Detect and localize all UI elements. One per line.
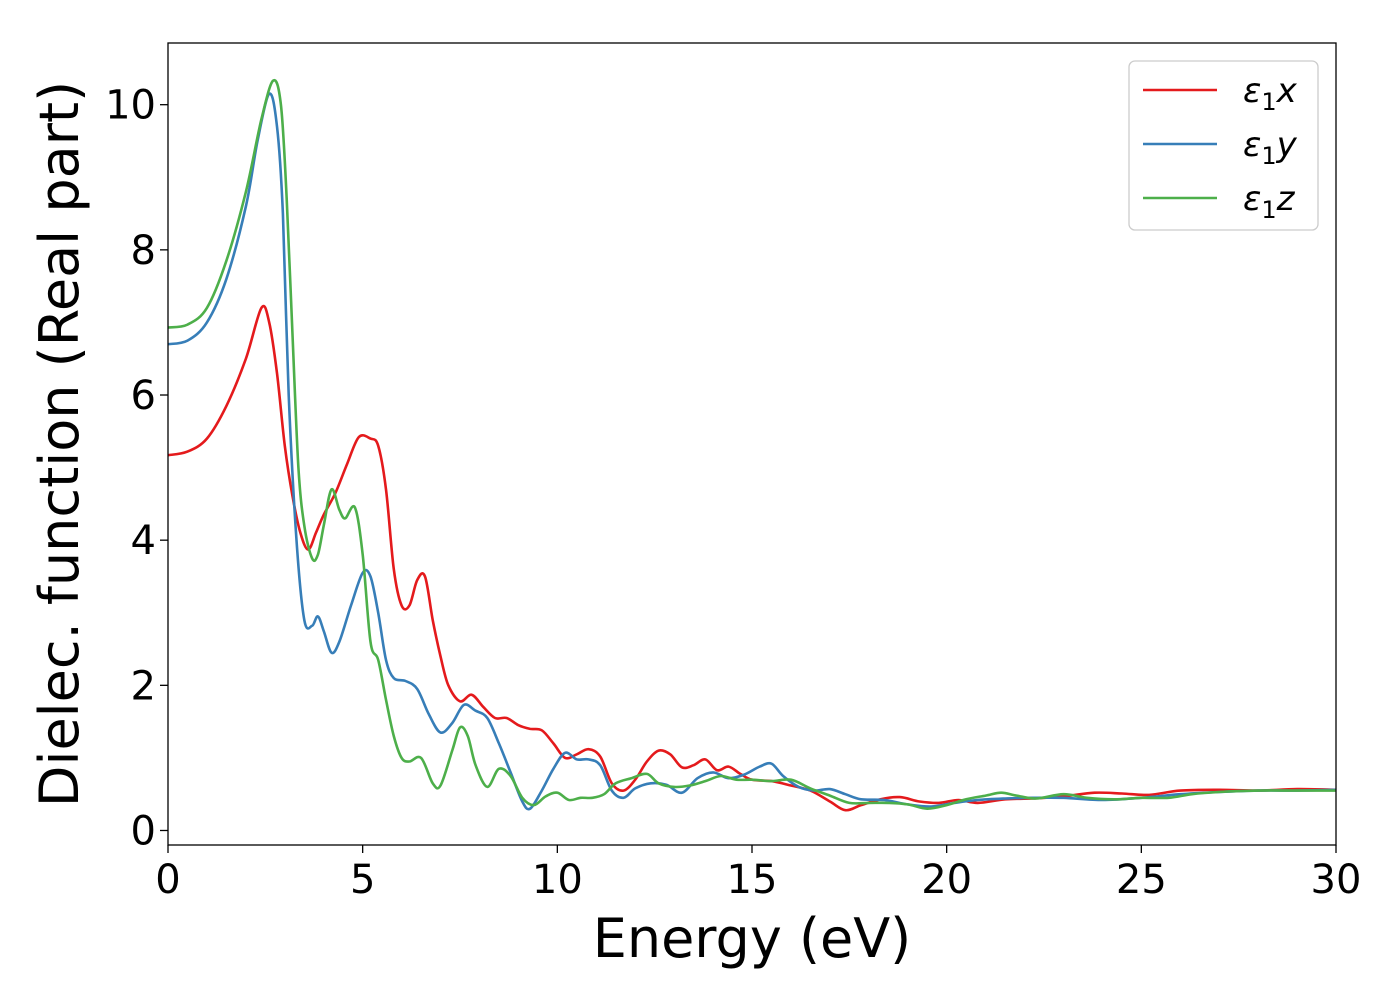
ticks-layer: 0 5 10 15 20 25 30 0 2 4 6 8 10	[105, 83, 1361, 903]
x-tick-label: 30	[1311, 857, 1362, 903]
legend-label-x: ε1x	[1243, 71, 1298, 116]
series-line-x	[167, 304, 1337, 812]
y-tick-label: 2	[131, 663, 156, 709]
legend-label-z: ε1z	[1243, 179, 1296, 224]
y-tick-label: 0	[131, 808, 156, 854]
y-tick-label: 4	[131, 518, 156, 564]
legend: ε1x ε1y ε1z	[1128, 60, 1319, 231]
series-layer	[167, 78, 1337, 812]
x-tick-label: 0	[155, 857, 180, 903]
series-line-y	[167, 92, 1337, 811]
legend-label-y: ε1y	[1243, 125, 1298, 170]
y-axis-label: Dielec. function (Real part)	[28, 81, 91, 807]
x-tick-label: 20	[921, 857, 972, 903]
legend-box	[1128, 60, 1319, 231]
x-tick-label: 5	[350, 857, 375, 903]
series-line-z	[167, 78, 1336, 811]
y-tick-label: 10	[105, 83, 156, 129]
x-tick-label: 10	[532, 857, 583, 903]
y-tick-label: 6	[131, 373, 156, 419]
x-tick-label: 25	[1116, 857, 1167, 903]
x-tick-label: 15	[727, 857, 778, 903]
y-tick-label: 8	[131, 228, 156, 274]
x-axis-label: Energy (eV)	[593, 907, 912, 970]
